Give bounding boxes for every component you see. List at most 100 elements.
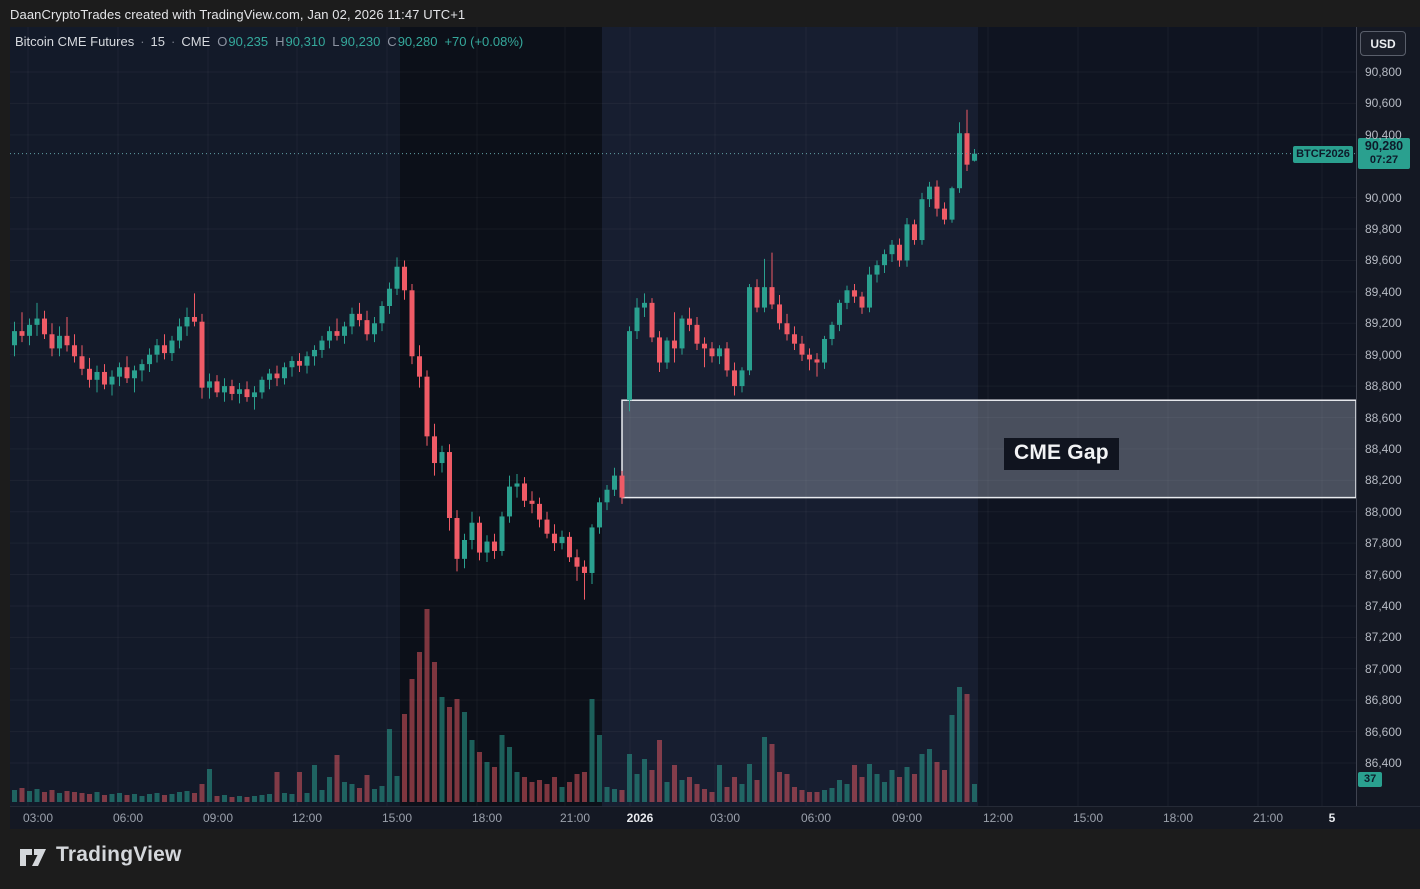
candle-body: [12, 331, 17, 346]
bar-countdown: 07:27: [1369, 153, 1399, 166]
volume-bar: [469, 740, 475, 802]
high-value: H90,310: [275, 34, 326, 49]
volume-bar: [657, 740, 662, 802]
time-tick: 18:00: [471, 811, 503, 825]
candle-body: [454, 518, 460, 559]
candle-body: [282, 367, 287, 379]
candle-body: [214, 381, 220, 393]
volume-bar: [642, 759, 647, 802]
candle-body: [649, 302, 655, 338]
candle-body: [957, 133, 962, 189]
time-tick: 06:00: [112, 811, 144, 825]
volume-bar: [762, 737, 767, 802]
volume-bar: [627, 754, 632, 802]
volume-badge: 37: [1358, 772, 1383, 787]
volume-bar: [897, 777, 902, 802]
volume-bar: [312, 765, 317, 802]
candle-body: [642, 302, 647, 308]
candle-body: [274, 373, 280, 379]
price-tick: 90,800: [1365, 65, 1402, 79]
candle-body: [312, 349, 317, 357]
candle-body: [739, 370, 745, 387]
candle-body: [552, 533, 557, 544]
candle-body: [147, 354, 152, 365]
candle-body: [619, 475, 625, 498]
candle-body: [492, 541, 497, 551]
volume-bar: [454, 699, 460, 802]
volume-bar: [829, 788, 835, 802]
volume-bar: [304, 793, 310, 802]
volume-bar: [334, 755, 340, 802]
time-tick: 21:00: [559, 811, 591, 825]
session-band: [602, 27, 978, 806]
volume-bar: [267, 794, 272, 802]
volume-bar: [289, 794, 295, 802]
candle-body: [567, 536, 572, 558]
price-tick: 86,600: [1365, 724, 1402, 739]
volume-bar: [394, 776, 400, 802]
volume-bar: [484, 762, 490, 802]
candle-body: [319, 340, 325, 350]
volume-bar: [567, 782, 572, 802]
volume-bar: [912, 774, 917, 802]
time-tick: 06:00: [800, 811, 832, 825]
volume-bar: [259, 795, 265, 802]
legend-separator: ·: [140, 34, 145, 49]
candle-body: [717, 348, 722, 357]
candle-body: [882, 254, 887, 266]
candle-body: [394, 266, 400, 289]
time-tick: 03:00: [22, 811, 54, 825]
tradingview-logo[interactable]: TradingView: [18, 841, 182, 869]
volume-bar: [72, 792, 77, 802]
volume-bar: [859, 777, 865, 802]
tradingview-icon: [20, 849, 46, 866]
volume-bar: [372, 789, 377, 802]
volume-bar: [34, 789, 40, 802]
volume-bar: [867, 764, 872, 802]
footer-bar: TradingView: [0, 829, 1420, 889]
candle-body: [57, 335, 62, 349]
volume-bar: [777, 772, 782, 802]
candle-body: [852, 290, 857, 297]
tradingview-wordmark: TradingView: [56, 843, 182, 866]
volume-bar: [147, 794, 152, 802]
price-axis[interactable]: USD 90,280 07:27 37 90,800 90,600 90,400 90…: [1356, 27, 1420, 806]
volume-bar: [244, 797, 250, 802]
candle-body: [259, 379, 265, 393]
price-tick: 87,800: [1365, 536, 1402, 551]
volume-bar: [162, 795, 167, 802]
time-tick: 03:00: [709, 811, 741, 825]
volume-bar: [57, 793, 62, 802]
candle-body: [784, 323, 790, 335]
candle-body: [664, 340, 670, 363]
time-tick: 15:00: [1072, 811, 1104, 825]
candle-body: [604, 489, 610, 503]
chart-canvas[interactable]: [10, 27, 1356, 806]
volume-bar: [882, 782, 887, 802]
candle-body: [447, 452, 452, 519]
price-tick: 88,200: [1365, 473, 1402, 488]
currency-button[interactable]: USD: [1360, 31, 1406, 56]
candle-body: [417, 356, 422, 377]
volume-bar: [612, 789, 617, 802]
volume-bar: [792, 787, 797, 802]
candle-body: [687, 318, 692, 325]
time-axis[interactable]: 03:00 06:00 09:00 12:00 15:00 18:00 21:00 2026 0…: [10, 806, 1420, 829]
candle-body: [544, 519, 550, 534]
candle-body: [252, 392, 257, 398]
volume-bar: [207, 769, 212, 802]
volume-bar: [282, 793, 287, 802]
candle-body: [672, 340, 677, 349]
volume-bar: [124, 795, 130, 802]
last-price-badge: 90,280 07:27: [1358, 137, 1410, 169]
cme-gap-annotation-label[interactable]: CME Gap: [1004, 438, 1119, 470]
candle-body: [229, 386, 235, 394]
volume-bar: [177, 792, 182, 802]
candle-body: [102, 371, 107, 385]
candle-body: [762, 287, 767, 308]
volume-bar: [252, 796, 257, 802]
volume-bar: [492, 767, 497, 802]
candle-body: [829, 324, 835, 339]
price-tick: 89,400: [1365, 284, 1402, 299]
volume-bar: [379, 786, 385, 802]
